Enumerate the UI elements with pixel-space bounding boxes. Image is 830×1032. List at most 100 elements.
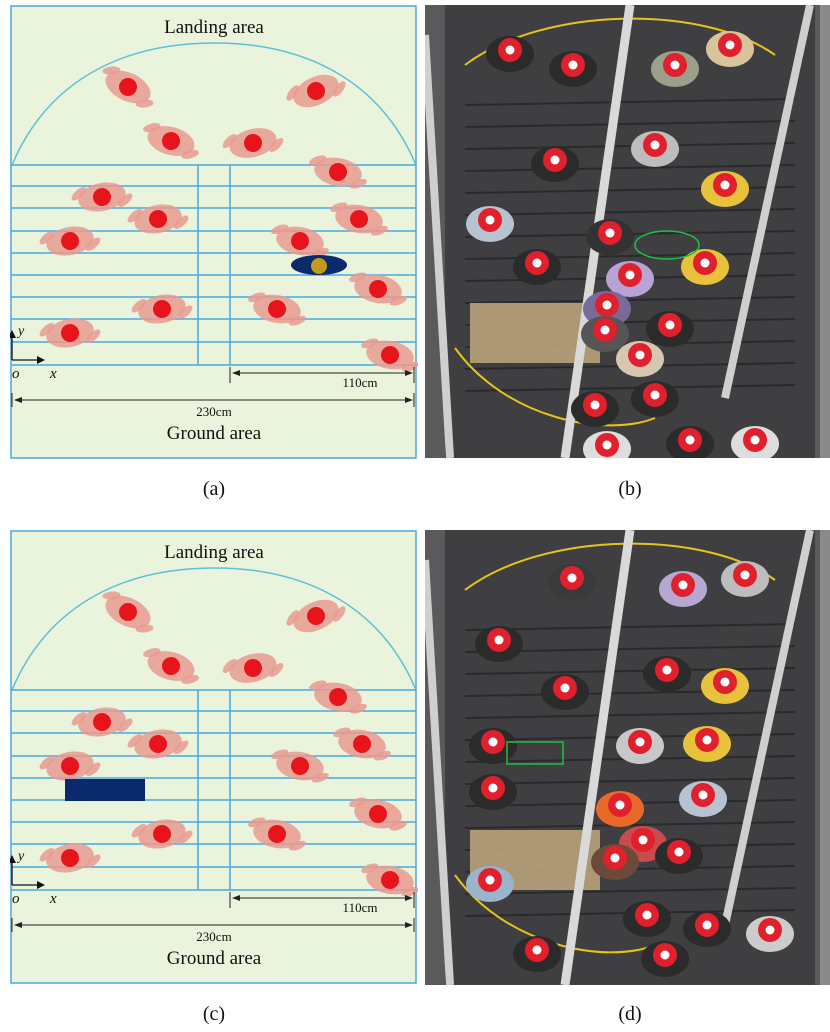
person-head bbox=[369, 280, 387, 298]
person-head bbox=[369, 805, 387, 823]
person-head bbox=[61, 757, 79, 775]
dim-arrow bbox=[14, 922, 22, 928]
person-marker bbox=[333, 727, 391, 761]
person-marker bbox=[349, 797, 407, 831]
caption-d: (d) bbox=[618, 1003, 642, 1025]
person-head bbox=[61, 232, 79, 250]
landing-dome-arc bbox=[11, 567, 417, 691]
ground-area-label: Ground area bbox=[167, 423, 262, 444]
pedestrian bbox=[655, 838, 703, 874]
pedestrian bbox=[513, 249, 561, 285]
cap-marker bbox=[532, 258, 542, 268]
pedestrian bbox=[616, 341, 664, 377]
stair-step bbox=[464, 296, 796, 304]
stair-step bbox=[464, 120, 796, 128]
person-arm bbox=[401, 886, 418, 897]
person-marker bbox=[131, 294, 193, 324]
person-arm bbox=[271, 749, 289, 760]
person-head bbox=[244, 134, 262, 152]
pedestrian bbox=[623, 901, 671, 937]
cap-marker bbox=[642, 910, 652, 920]
pedestrian bbox=[571, 391, 619, 427]
obstacle-core bbox=[311, 258, 327, 274]
person-head bbox=[353, 735, 371, 753]
person-head bbox=[149, 735, 167, 753]
person-head bbox=[93, 713, 111, 731]
stair-step bbox=[464, 208, 796, 216]
cap-marker bbox=[602, 300, 612, 310]
dim-total-label: 230cm bbox=[196, 404, 231, 419]
dim-arrow bbox=[232, 895, 240, 901]
pedestrian bbox=[646, 311, 694, 347]
person-arm bbox=[271, 224, 289, 235]
pedestrian bbox=[531, 146, 579, 182]
cap-marker bbox=[720, 180, 730, 190]
cap-marker bbox=[560, 683, 570, 693]
caption-a: (a) bbox=[202, 478, 226, 500]
person-arm bbox=[349, 272, 367, 283]
stair-step bbox=[464, 777, 796, 785]
right-handrail bbox=[721, 5, 814, 399]
person-arm bbox=[333, 727, 351, 738]
cap-marker bbox=[750, 435, 760, 445]
cap-marker bbox=[605, 228, 615, 238]
person-marker bbox=[71, 707, 133, 737]
pedestrian bbox=[475, 626, 523, 662]
stair-step bbox=[464, 142, 796, 150]
pedestrian bbox=[616, 728, 664, 764]
cap-marker bbox=[678, 580, 688, 590]
person-arm bbox=[370, 225, 388, 236]
person-marker bbox=[102, 66, 154, 108]
person-arm bbox=[401, 361, 418, 372]
pedestrian bbox=[683, 726, 731, 762]
y-axis-arrow bbox=[10, 855, 16, 863]
pedestrian bbox=[701, 668, 749, 704]
photo-d bbox=[425, 530, 830, 985]
person-arm bbox=[39, 756, 55, 770]
person-arm bbox=[131, 299, 147, 313]
person-head bbox=[350, 210, 368, 228]
pedestrian bbox=[596, 791, 644, 827]
dim-arrow bbox=[405, 922, 413, 928]
cap-marker bbox=[660, 950, 670, 960]
landing-area-label: Landing area bbox=[164, 542, 264, 563]
person-head bbox=[244, 659, 262, 677]
person-arm bbox=[181, 149, 199, 159]
person-marker bbox=[39, 226, 101, 256]
center-handrail bbox=[560, 530, 635, 985]
pedestrian bbox=[586, 219, 634, 255]
landing-area-label: Landing area bbox=[164, 17, 264, 38]
person-marker bbox=[248, 292, 306, 326]
cap-marker bbox=[665, 320, 675, 330]
person-arm bbox=[71, 712, 87, 726]
yellow-floor-line bbox=[454, 347, 656, 427]
person-arm bbox=[117, 718, 133, 732]
pedestrian bbox=[581, 316, 629, 352]
pedestrian bbox=[591, 844, 639, 880]
person-arm bbox=[269, 663, 284, 677]
pedestrian bbox=[469, 774, 517, 810]
person-arm bbox=[333, 606, 346, 622]
cap-marker bbox=[590, 400, 600, 410]
person-marker bbox=[222, 128, 284, 158]
cap-marker bbox=[505, 45, 515, 55]
diagram-a: Landing area y x o 110cm 230cm Ground area bbox=[10, 5, 418, 459]
pedestrian bbox=[679, 781, 727, 817]
person-arm bbox=[102, 66, 121, 75]
pedestrian bbox=[681, 249, 729, 285]
cap-marker bbox=[488, 783, 498, 793]
stair-step bbox=[464, 623, 796, 631]
person-arm bbox=[248, 292, 266, 303]
diagram-c: Landing area y x o 110cm 230cm Ground area bbox=[10, 530, 418, 984]
person-arm bbox=[311, 772, 329, 783]
person-arm bbox=[248, 817, 266, 828]
photo-b bbox=[425, 5, 830, 458]
dim-right-label: 110cm bbox=[343, 900, 378, 915]
axis-origin-label: o bbox=[12, 891, 20, 907]
obstacle-highlight bbox=[506, 741, 564, 765]
cap-marker bbox=[550, 155, 560, 165]
person-arm bbox=[269, 138, 284, 152]
pedestrian bbox=[549, 51, 597, 87]
person-arm bbox=[288, 315, 306, 326]
person-head bbox=[381, 346, 399, 364]
